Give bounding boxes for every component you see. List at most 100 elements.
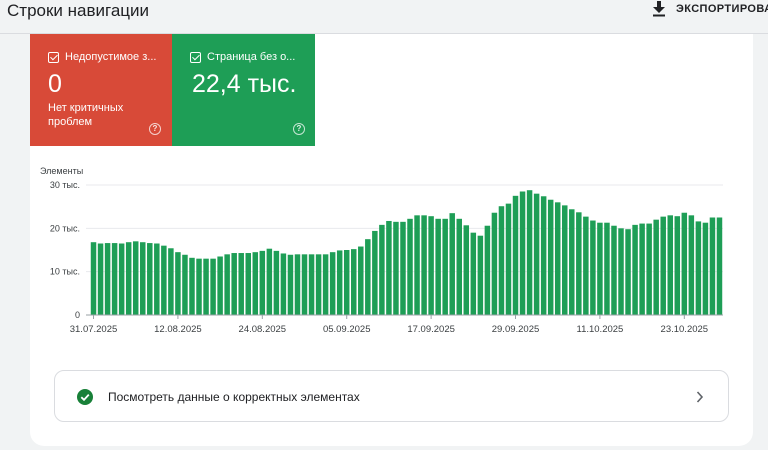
chart-bar[interactable] bbox=[231, 253, 237, 315]
chart-bar[interactable] bbox=[111, 243, 118, 315]
chart-bar[interactable] bbox=[477, 235, 484, 315]
chart-bar[interactable] bbox=[716, 217, 723, 316]
chart-bar[interactable] bbox=[168, 248, 174, 315]
help-icon[interactable]: ? bbox=[149, 123, 161, 135]
checkbox-invalid[interactable] bbox=[48, 51, 59, 63]
chart-bar[interactable] bbox=[329, 252, 336, 315]
chart-bar[interactable] bbox=[632, 224, 638, 315]
chart-bar[interactable] bbox=[646, 223, 652, 315]
chart-bar[interactable] bbox=[625, 229, 631, 315]
chart-bar[interactable] bbox=[695, 221, 702, 315]
chart-bar[interactable] bbox=[597, 222, 603, 315]
chart-bar[interactable] bbox=[294, 254, 301, 315]
chart-bar[interactable] bbox=[104, 243, 111, 315]
chart-bar[interactable] bbox=[175, 252, 181, 315]
tile-invalid[interactable]: Недопустимое з... 0 Нет критичных пробле… bbox=[30, 34, 172, 146]
chart-bar[interactable] bbox=[259, 250, 266, 315]
chart-bar[interactable] bbox=[660, 216, 666, 315]
chart-bar[interactable] bbox=[238, 253, 244, 315]
chart-bar[interactable] bbox=[540, 196, 547, 315]
chart-bar[interactable] bbox=[576, 212, 582, 315]
chart-bar[interactable] bbox=[583, 216, 589, 315]
chart-bar[interactable] bbox=[118, 243, 125, 316]
chart-bar[interactable] bbox=[674, 216, 681, 315]
chart-bar[interactable] bbox=[639, 223, 645, 315]
chart-bar[interactable] bbox=[322, 254, 329, 315]
chart-bar[interactable] bbox=[554, 202, 561, 315]
chart-bar[interactable] bbox=[266, 248, 273, 315]
chart-bar[interactable] bbox=[196, 258, 202, 315]
chart-bar[interactable] bbox=[484, 225, 491, 315]
chart-bar[interactable] bbox=[505, 203, 512, 315]
chart-bar[interactable] bbox=[97, 243, 104, 316]
chart-bar[interactable] bbox=[154, 243, 160, 316]
tile-valid[interactable]: Страница без о... 22,4 тыс. ? bbox=[172, 34, 315, 146]
help-icon[interactable]: ? bbox=[293, 123, 305, 135]
chart-bar[interactable] bbox=[140, 242, 146, 315]
checkbox-valid[interactable] bbox=[190, 51, 201, 63]
y-tick-label: 20 тыс. bbox=[50, 223, 80, 233]
chart-bar[interactable] bbox=[681, 212, 688, 315]
chart-bar[interactable] bbox=[414, 215, 420, 315]
chart-bar[interactable] bbox=[343, 250, 350, 315]
chart-bar[interactable] bbox=[336, 250, 343, 315]
chart-bar[interactable] bbox=[189, 257, 195, 315]
chart-bar[interactable] bbox=[400, 221, 406, 315]
chart-bar[interactable] bbox=[203, 258, 209, 315]
chart-bar[interactable] bbox=[533, 193, 540, 315]
chart-bar[interactable] bbox=[182, 254, 188, 315]
chart-bar[interactable] bbox=[301, 254, 308, 315]
chart-bar[interactable] bbox=[463, 225, 470, 315]
chart-bar[interactable] bbox=[90, 242, 97, 315]
chart-bar[interactable] bbox=[498, 206, 505, 315]
chart-bar[interactable] bbox=[273, 250, 280, 315]
chart-bar[interactable] bbox=[147, 243, 153, 315]
y-tick-label: 10 тыс. bbox=[50, 267, 80, 277]
chart-bar[interactable] bbox=[245, 253, 251, 315]
chart-bar[interactable] bbox=[421, 215, 427, 315]
chart-bar[interactable] bbox=[435, 218, 441, 315]
chart-bar[interactable] bbox=[562, 205, 568, 315]
chart-bar[interactable] bbox=[372, 230, 378, 315]
chart-bar[interactable] bbox=[491, 212, 498, 315]
chart-bar[interactable] bbox=[709, 217, 716, 316]
chart-bar[interactable] bbox=[449, 213, 455, 315]
chart-bar[interactable] bbox=[442, 218, 448, 315]
chart-bar[interactable] bbox=[611, 225, 617, 315]
chart-bar[interactable] bbox=[217, 256, 223, 316]
chart-bar[interactable] bbox=[386, 220, 392, 315]
chart-bar[interactable] bbox=[315, 254, 322, 315]
chart-bar[interactable] bbox=[407, 218, 413, 315]
chart-bar[interactable] bbox=[590, 220, 596, 315]
chart-bar[interactable] bbox=[224, 254, 230, 315]
export-button[interactable]: ЭКСПОРТИРОВА bbox=[652, 0, 768, 18]
chart-bar[interactable] bbox=[604, 222, 610, 315]
chart-bar[interactable] bbox=[125, 242, 132, 315]
chart-bar[interactable] bbox=[526, 190, 533, 315]
chart-bar[interactable] bbox=[470, 232, 477, 315]
chart-bar[interactable] bbox=[252, 252, 259, 315]
chart-bar[interactable] bbox=[688, 215, 695, 315]
chart-bar[interactable] bbox=[132, 241, 139, 315]
chart-bar[interactable] bbox=[161, 245, 167, 315]
chart-bar[interactable] bbox=[393, 221, 399, 315]
chart-bar[interactable] bbox=[618, 228, 624, 315]
chart-bar[interactable] bbox=[379, 224, 385, 315]
chart-bar[interactable] bbox=[428, 216, 434, 315]
chart-bar[interactable] bbox=[547, 199, 554, 315]
chart-bar[interactable] bbox=[308, 254, 315, 315]
chart-bar[interactable] bbox=[287, 254, 294, 315]
chart-bar[interactable] bbox=[351, 249, 357, 315]
chart-bar[interactable] bbox=[365, 239, 371, 315]
chart-bar[interactable] bbox=[569, 209, 575, 315]
view-valid-items-link[interactable]: Посмотреть данные о корректных элементах bbox=[54, 370, 729, 422]
chart-bar[interactable] bbox=[702, 222, 709, 315]
chart-bar[interactable] bbox=[512, 195, 519, 315]
chart-bar[interactable] bbox=[653, 219, 659, 315]
chart-bar[interactable] bbox=[210, 258, 216, 315]
chart-bar[interactable] bbox=[456, 218, 462, 315]
chart-bar[interactable] bbox=[519, 191, 526, 316]
chart-bar[interactable] bbox=[358, 246, 364, 315]
chart-bar[interactable] bbox=[667, 215, 673, 315]
chart-bar[interactable] bbox=[280, 253, 287, 315]
